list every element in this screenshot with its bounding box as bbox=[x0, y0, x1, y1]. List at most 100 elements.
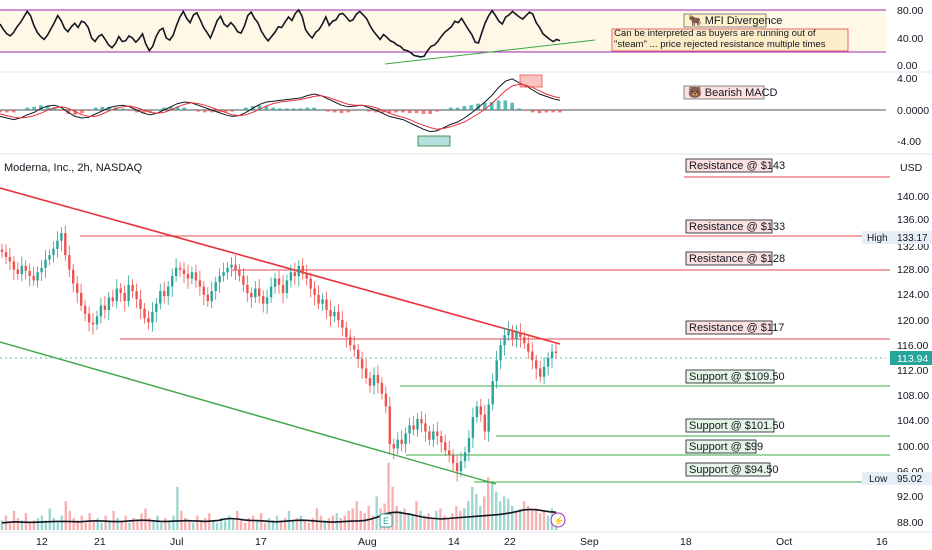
candle-body bbox=[408, 425, 411, 434]
macd-histogram-bar bbox=[216, 110, 221, 113]
candle-body bbox=[293, 272, 296, 276]
res-143-box bbox=[685, 158, 773, 173]
candle-body bbox=[483, 414, 486, 432]
candle-body bbox=[313, 288, 316, 295]
volume-bar bbox=[475, 494, 478, 530]
candle-body bbox=[20, 265, 23, 275]
volume-bar bbox=[247, 518, 251, 530]
volume-bar bbox=[347, 510, 350, 530]
candle-body bbox=[495, 360, 498, 382]
volume-bar bbox=[160, 522, 163, 530]
macd-histogram-bar bbox=[469, 105, 474, 110]
macd-histogram-bar bbox=[428, 110, 433, 114]
candle-body bbox=[345, 327, 348, 337]
candle-body bbox=[554, 351, 558, 354]
macd-histogram-bar bbox=[496, 100, 501, 110]
low-label: Low bbox=[869, 474, 888, 485]
candle-body bbox=[111, 297, 114, 302]
volume-bar bbox=[299, 515, 303, 530]
macd-histogram-bar bbox=[52, 107, 57, 110]
macd-histogram-bar bbox=[373, 110, 378, 113]
candle-body bbox=[234, 264, 237, 270]
macd-histogram-bar bbox=[162, 107, 166, 110]
mfi-note-wrap: Can be interpreted as buyers are running… bbox=[614, 28, 826, 50]
sup-99-box bbox=[685, 439, 757, 454]
macd-histogram-bar bbox=[59, 110, 64, 111]
price-tick: 88.00 bbox=[897, 517, 923, 529]
candle-body bbox=[72, 269, 75, 284]
flash-marker[interactable]: ⚡ bbox=[550, 512, 566, 528]
macd-histogram-bar bbox=[291, 108, 296, 110]
flash-circle[interactable] bbox=[550, 512, 566, 528]
currency-label: USD bbox=[900, 162, 923, 174]
candle-body bbox=[52, 248, 55, 256]
macd-histogram-bar bbox=[325, 110, 330, 112]
candle-body bbox=[531, 351, 534, 361]
candle-body bbox=[396, 439, 399, 449]
candle-body bbox=[250, 292, 253, 298]
candle-body bbox=[463, 452, 467, 462]
candle-body bbox=[147, 318, 150, 323]
macd-histogram-bar bbox=[558, 110, 562, 113]
macd-histogram-bar bbox=[264, 106, 269, 110]
volume-bar bbox=[8, 522, 12, 530]
candle-body bbox=[4, 252, 8, 257]
macd-histogram-bar bbox=[414, 110, 419, 114]
volume-bar bbox=[399, 510, 402, 530]
candle-body bbox=[171, 275, 174, 287]
candle-body bbox=[99, 305, 103, 317]
flash-icon: ⚡ bbox=[553, 515, 564, 527]
time-tick: 14 bbox=[448, 536, 460, 548]
time-axis[interactable]: 12 21 Jul 17 Aug 14 22 Sep 18 Oct 16 bbox=[36, 536, 888, 548]
macd-histogram-bar bbox=[442, 109, 446, 110]
candle-body bbox=[475, 406, 479, 418]
mfi-tick-80: 80.00 bbox=[897, 5, 923, 17]
volume-bar bbox=[156, 515, 159, 530]
candle-body bbox=[80, 292, 83, 306]
volume-bar bbox=[148, 518, 151, 530]
volume-bar bbox=[232, 518, 235, 530]
candle-body bbox=[321, 299, 324, 304]
macd-histogram-bar bbox=[237, 110, 241, 111]
candle-body bbox=[8, 257, 12, 262]
candle-body bbox=[550, 351, 554, 358]
price-tick: 116.00 bbox=[897, 340, 928, 352]
macd-histogram-bar bbox=[524, 110, 528, 111]
volume-bar bbox=[112, 510, 115, 530]
macd-histogram-bar bbox=[312, 107, 316, 110]
earnings-marker-letter: E bbox=[383, 516, 389, 526]
price-tick: 100.00 bbox=[897, 441, 929, 453]
volume-bar bbox=[92, 520, 95, 530]
candle-body bbox=[64, 233, 67, 256]
volume-bar bbox=[307, 522, 311, 530]
res-133-label: Resistance @ $133 bbox=[689, 221, 785, 233]
earnings-marker-box[interactable] bbox=[379, 513, 393, 528]
level-labels: Resistance @ $143 Resistance @ $133 Resi… bbox=[685, 158, 785, 477]
candle-body bbox=[139, 299, 142, 309]
candle-body bbox=[123, 292, 126, 302]
volume-bar bbox=[172, 515, 175, 530]
volume-bar bbox=[395, 506, 398, 530]
volume-bar bbox=[534, 508, 538, 530]
candle-body bbox=[218, 275, 221, 283]
volume-bar bbox=[176, 486, 179, 530]
earnings-marker[interactable]: E bbox=[379, 513, 393, 528]
volume-bar bbox=[44, 520, 47, 530]
sup-99-label: Support @ $99 bbox=[689, 441, 763, 453]
high-badge bbox=[862, 231, 932, 244]
candle-body bbox=[12, 261, 16, 270]
macd-histogram-bar bbox=[271, 107, 275, 110]
macd-histogram-bar bbox=[401, 110, 405, 113]
candle-body bbox=[309, 278, 312, 289]
low-badge bbox=[862, 472, 932, 485]
volume-bar bbox=[403, 508, 406, 530]
volume-bar bbox=[220, 518, 223, 530]
macd-label-box bbox=[683, 85, 765, 100]
macd-tick-4: 4.00 bbox=[897, 73, 918, 85]
candle-body bbox=[436, 431, 439, 436]
sup-109-box bbox=[685, 369, 775, 384]
candle-body bbox=[151, 311, 154, 323]
volume-bar bbox=[311, 518, 315, 530]
mfi-divergence-trendline bbox=[384, 39, 596, 65]
